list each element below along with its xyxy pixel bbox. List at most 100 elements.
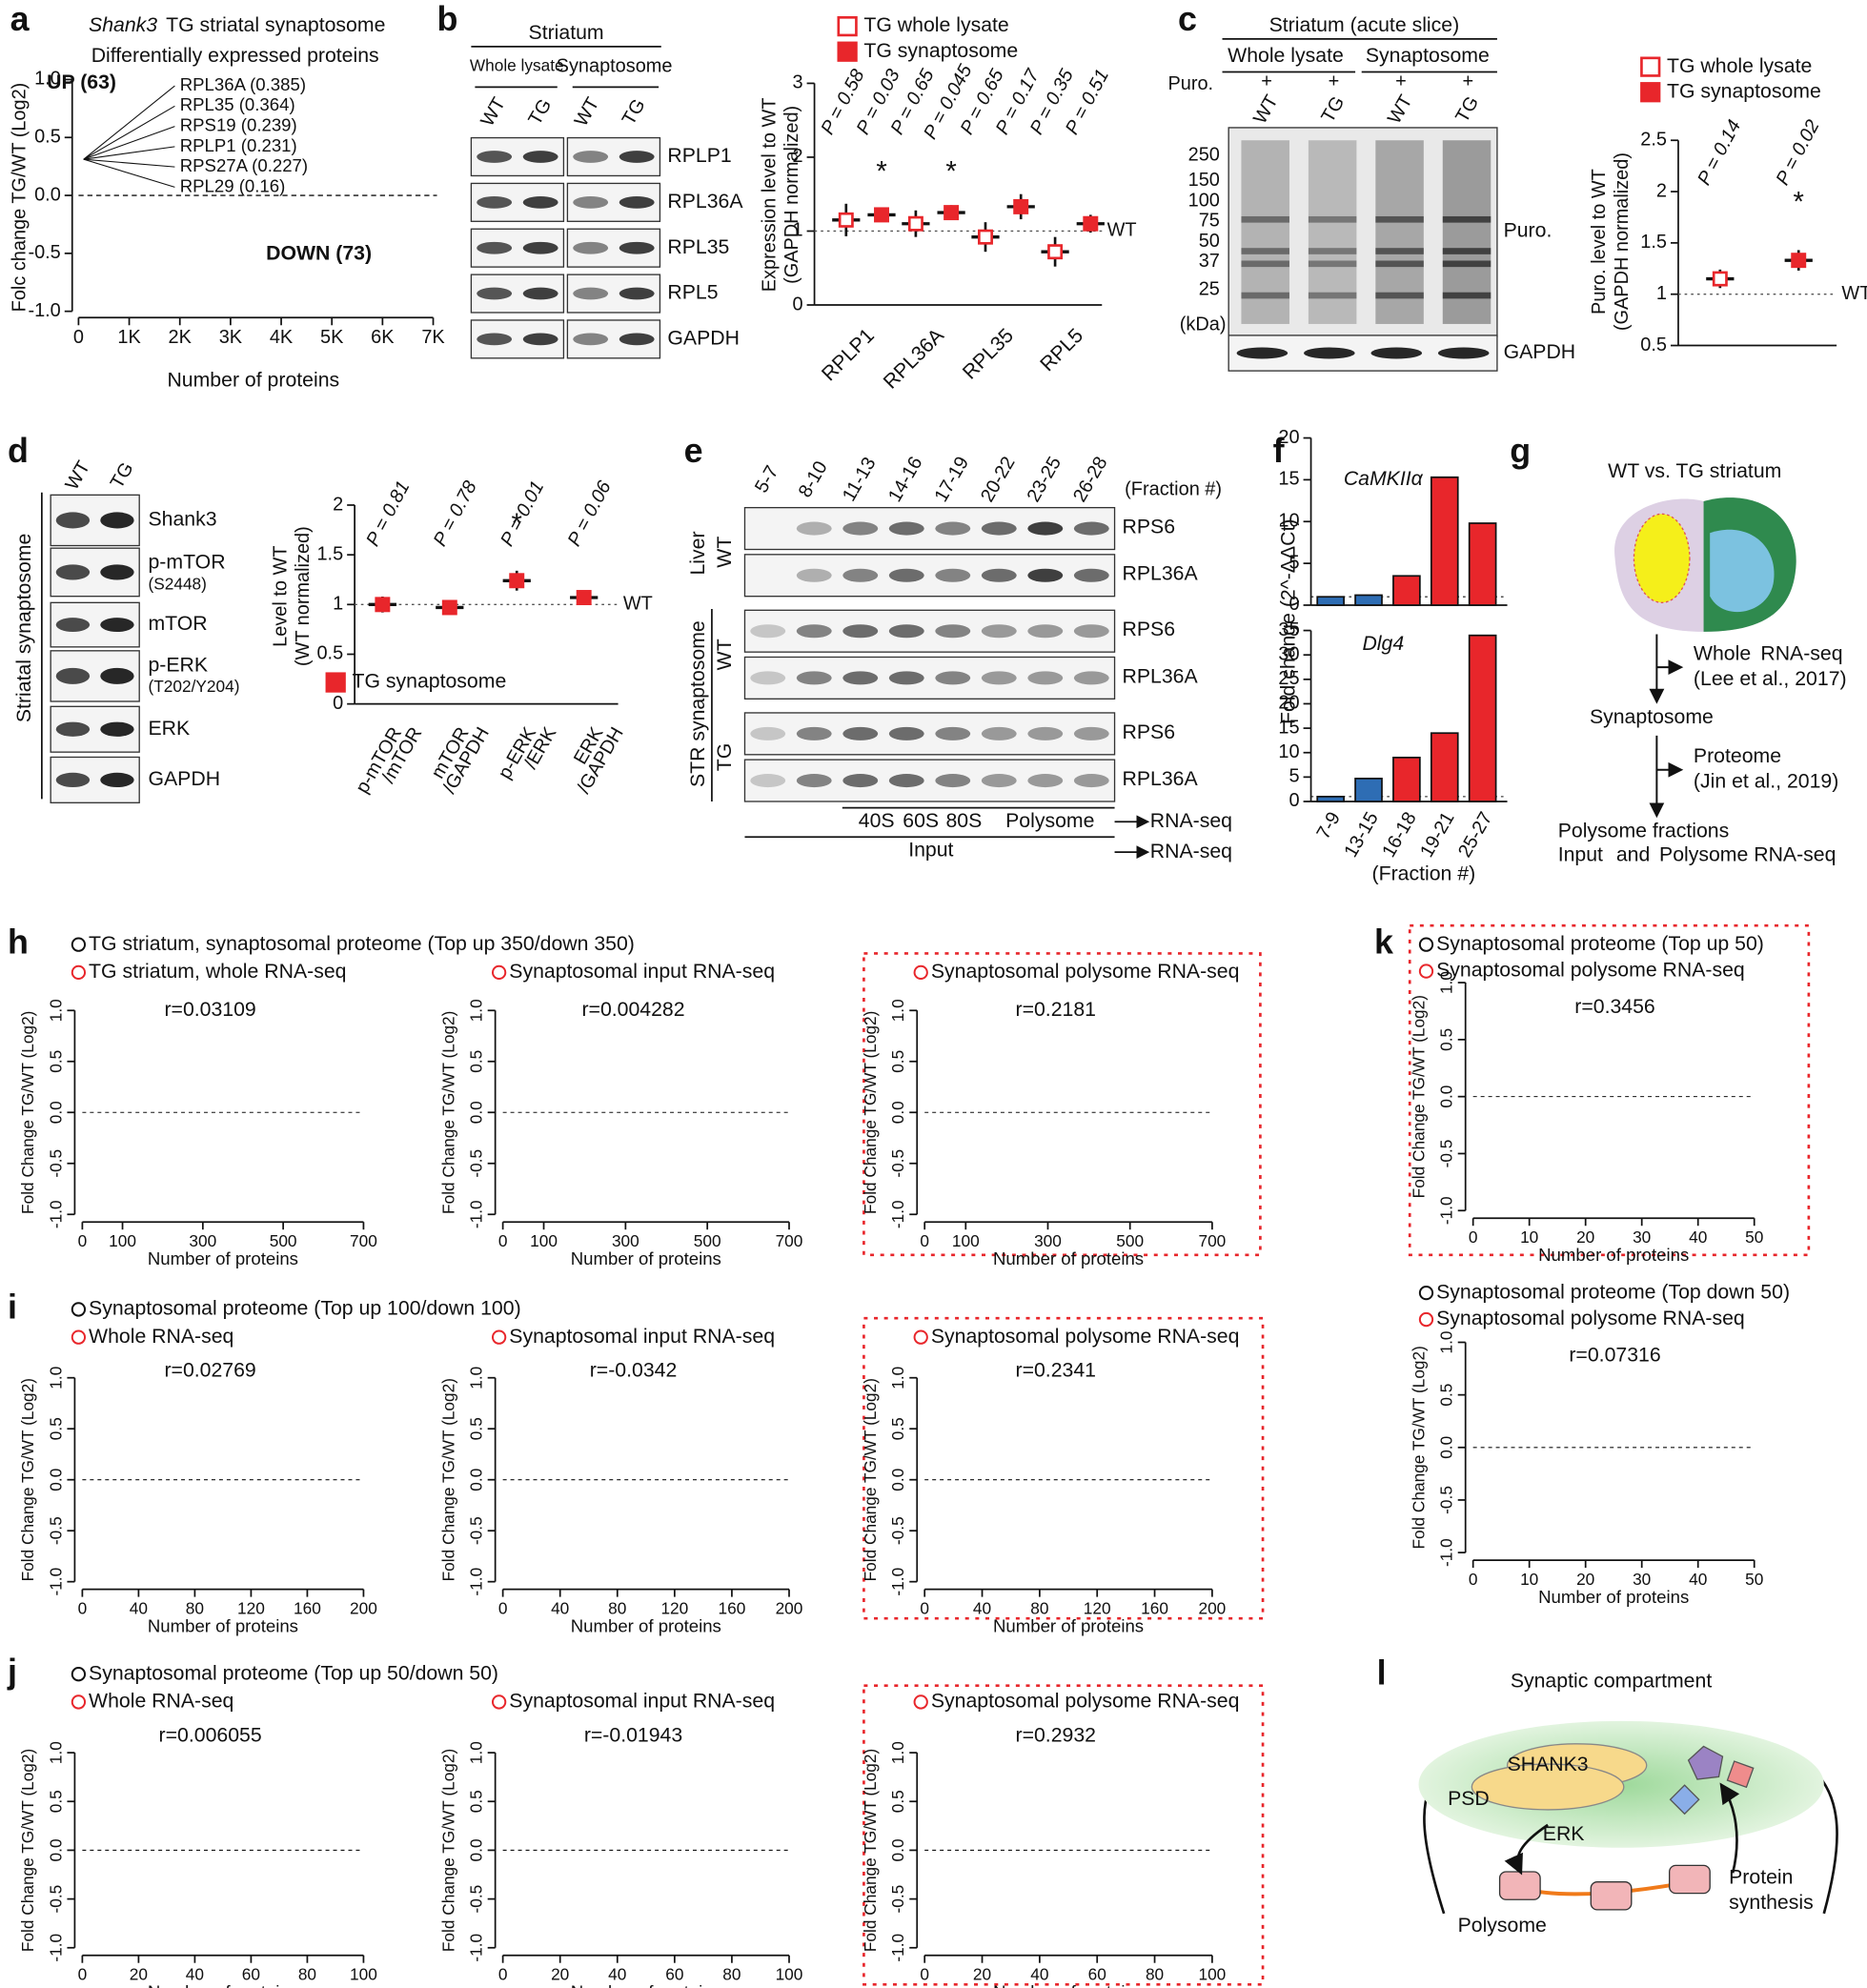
x-tick-label: 200 <box>350 1598 377 1617</box>
blot-band <box>522 241 558 254</box>
row-label: p-ERK <box>148 653 208 676</box>
blot-header: Striatum (acute slice) <box>1269 13 1460 36</box>
y-tick-label: 0.5 <box>46 1050 65 1073</box>
chart-title: CaMKIIα <box>1344 467 1424 490</box>
fraction-label: 26-28 <box>1069 453 1112 505</box>
x-tick-label: 5K <box>320 327 344 348</box>
fraction-label: 20-22 <box>977 453 1020 505</box>
y-tick-label: 0.5 <box>467 1790 486 1813</box>
gene-label: RPL35 (0.364) <box>180 94 295 114</box>
blot-band <box>55 772 91 788</box>
leader-line <box>83 146 175 160</box>
blot-band <box>888 624 924 639</box>
y-axis-label: Fold Change TG/WT (Log2) <box>1409 1346 1428 1549</box>
panel-letter: l <box>1377 1654 1387 1693</box>
x-tick-label: 300 <box>189 1231 216 1250</box>
brain-section <box>1614 497 1796 632</box>
y-tick-label: -0.5 <box>1437 1140 1456 1168</box>
blot-band <box>842 774 879 788</box>
y-tick-label: 0.0 <box>467 1838 486 1861</box>
row-label: Puro. <box>1504 219 1552 242</box>
x-axis-label: Number of proteins <box>993 1248 1144 1268</box>
x-tick-label: 40 <box>1689 1570 1707 1589</box>
blot-band <box>1027 521 1064 536</box>
x-tick-label: 30 <box>1633 1227 1651 1247</box>
bar <box>1468 634 1497 802</box>
legend-label: TG synaptosome <box>863 39 1018 62</box>
blot-band <box>935 726 971 740</box>
y-tick-label: 0.5 <box>888 1790 907 1813</box>
lane-label: TG <box>107 459 138 493</box>
bar <box>1468 522 1497 606</box>
blot-band <box>1241 292 1289 299</box>
x-tick-label: 40 <box>186 1965 204 1984</box>
blot-band <box>477 287 513 300</box>
y-tick-label: 2.5 <box>1640 129 1667 150</box>
y-tick-label: 30 <box>1278 643 1299 664</box>
reference-label: WT <box>623 594 653 615</box>
tissue-label: STR synaptosome <box>686 620 709 787</box>
blot-band <box>55 618 91 633</box>
blot-band <box>888 671 924 685</box>
p-value: P = 0.06 <box>564 477 617 550</box>
y-axis-label: Fold Change TG/WT (Log2) <box>18 1011 37 1214</box>
y-axis-label: Fold Change TG/WT (Log2) <box>438 1378 457 1581</box>
blot-band <box>100 618 134 633</box>
side-label: Striatal synaptosome <box>12 534 35 722</box>
blot-band <box>981 624 1017 639</box>
y-axis-label: Level to WT <box>270 546 291 647</box>
kinase-label: ERK <box>1543 1822 1585 1845</box>
x-tick-label: 20 <box>1576 1570 1594 1589</box>
legend-marker <box>71 1302 87 1317</box>
x-tick-label: 80 <box>186 1598 204 1617</box>
y-tick-label: 1.0 <box>34 69 61 90</box>
y-tick-label: 1 <box>1656 283 1667 304</box>
step-label: Proteome <box>1694 744 1781 767</box>
y-tick-label: 1.0 <box>467 1741 486 1764</box>
row-label: mTOR <box>148 612 207 635</box>
blot-band <box>842 624 879 639</box>
x-tick-label: 19-21 <box>1416 808 1459 861</box>
blot-band <box>1442 248 1492 254</box>
blot-band <box>796 671 832 685</box>
row-label: ERK <box>148 717 190 740</box>
y-tick-label: 1.0 <box>467 999 486 1022</box>
x-tick-label: 120 <box>1084 1598 1111 1617</box>
blot-band <box>619 333 655 346</box>
point <box>576 590 592 605</box>
legend-swatch <box>1640 82 1661 103</box>
blot-band <box>842 521 879 536</box>
blot-band <box>935 624 971 639</box>
y-tick-label: -1.0 <box>1437 1538 1456 1567</box>
title: Shank3 <box>89 13 157 36</box>
y-tick-label: -0.5 <box>467 1516 486 1545</box>
x-tick-label: 4K <box>270 327 294 348</box>
x-tick-label: 20 <box>1576 1227 1594 1247</box>
y-tick-label: 1.0 <box>1437 1330 1456 1353</box>
correlation-label: r=-0.0342 <box>590 1359 678 1382</box>
x-axis-label: (Fraction #) <box>1372 862 1476 885</box>
treatment-label: Puro. <box>1167 73 1213 94</box>
blot-band <box>888 568 924 582</box>
y-tick-label: 3 <box>793 72 803 93</box>
y-tick-label: 2 <box>793 146 803 167</box>
y-axis-label: Fold Change TG/WT (Log2) <box>438 1011 457 1214</box>
x-tick-label: 700 <box>350 1231 377 1250</box>
marker-label: 75 <box>1199 211 1220 232</box>
protein-label: SHANK3 <box>1508 1753 1589 1775</box>
correlation-label: r=-0.01943 <box>584 1723 682 1746</box>
x-tick-label: 30 <box>1633 1570 1651 1589</box>
y-tick-label: -1.0 <box>46 1934 65 1962</box>
blot-smear <box>1241 140 1289 324</box>
legend-marker <box>491 1694 507 1710</box>
y-tick-label: 1.0 <box>46 1741 65 1764</box>
x-tick-label: 20 <box>973 1965 991 1984</box>
y-axis-label: Fold Change TG/WT (Log2) <box>438 1749 457 1952</box>
legend-marker <box>1418 1286 1434 1301</box>
workflow-arrows <box>1649 634 1684 819</box>
blot-band <box>888 726 924 740</box>
legend-marker <box>491 1329 507 1345</box>
blot-band <box>1375 215 1424 223</box>
blot-band <box>477 333 513 346</box>
